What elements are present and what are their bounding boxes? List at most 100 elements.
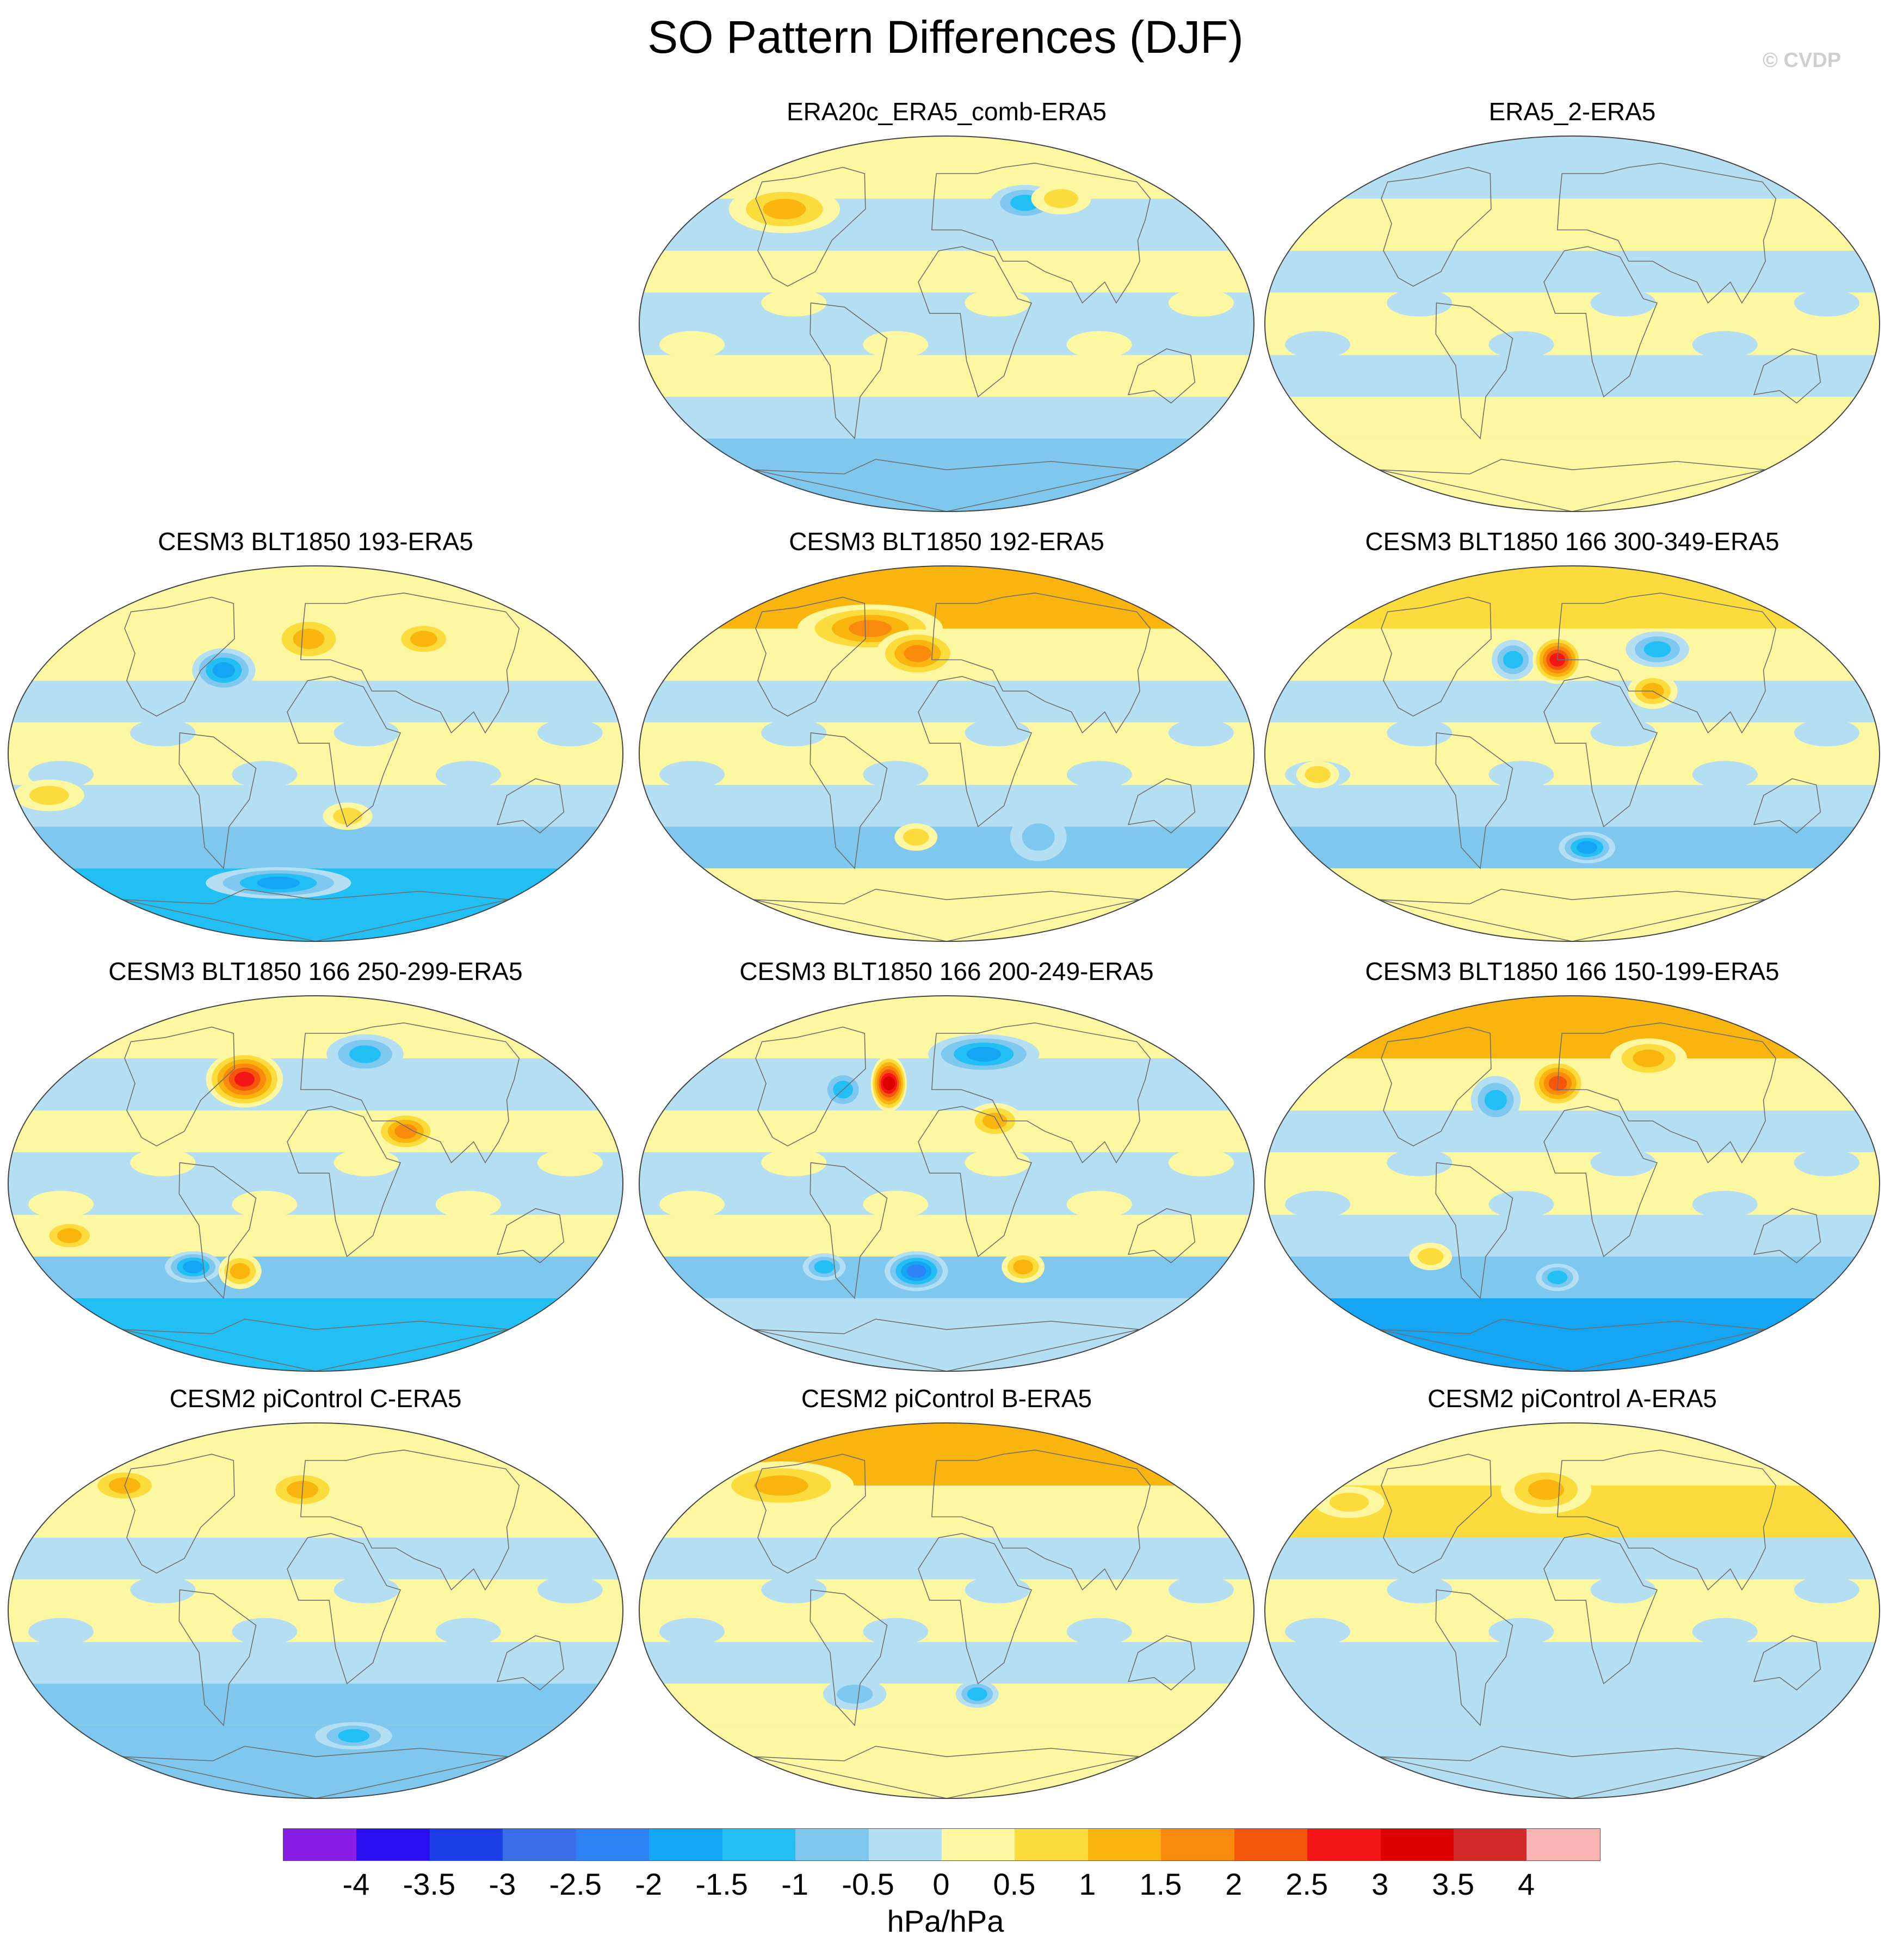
latitude-band [1265, 1684, 1880, 1725]
anomaly-lobe [1387, 1576, 1453, 1604]
latitude-band [1265, 1537, 1880, 1580]
anomaly-lobe [965, 1576, 1030, 1604]
anomaly-lobe [1488, 331, 1554, 359]
panel-blt166-300: CESM3 BLT1850 166 300-349-ERA5 [1262, 525, 1882, 955]
coastline [809, 732, 888, 870]
colorbar-units: hPa/hPa [887, 1904, 1004, 1938]
map-field [1265, 1423, 1880, 1798]
colorbar [283, 1828, 1600, 1861]
latitude-band [639, 1579, 1254, 1642]
coastline [918, 1533, 1033, 1685]
map-outline [8, 995, 623, 1372]
latitude-band [639, 868, 1254, 941]
latitude-band [8, 1110, 623, 1152]
latitude-band [639, 566, 1254, 628]
anomaly-lobe [761, 289, 827, 317]
anomaly-lobe [659, 1618, 725, 1645]
anomaly-lobe [1488, 1618, 1554, 1645]
latitude-band [639, 1684, 1254, 1725]
panel-blt166-200: CESM3 BLT1850 166 200-249-ERA5 [636, 955, 1257, 1385]
coastline [178, 732, 257, 870]
coastline [122, 1318, 509, 1371]
colorbar-box [1015, 1829, 1088, 1860]
coastline [918, 676, 1033, 828]
anomaly-lobe [1590, 1149, 1656, 1176]
coastline [124, 596, 235, 717]
latitude-band [1265, 566, 1880, 628]
coastline [287, 676, 401, 828]
colorbar-tick-label: -1.5 [695, 1867, 748, 1901]
anomaly-lobe [537, 1576, 603, 1604]
coastline [1556, 162, 1777, 304]
coastline [497, 1635, 565, 1691]
anomaly-contour [1329, 1493, 1369, 1512]
colorbar-box [868, 1829, 942, 1860]
anomaly-lobe [1168, 289, 1234, 317]
anomaly-lobe [1692, 761, 1758, 788]
anomaly-lobe [28, 1618, 94, 1645]
anomaly-lobe [333, 1149, 399, 1176]
coastline [1435, 732, 1513, 870]
coastline [1753, 778, 1821, 834]
anomaly-lobe [965, 719, 1030, 747]
anomaly-lobe [232, 761, 298, 788]
anomaly-contour [966, 1046, 1001, 1062]
colorbar-tick-label: -4 [342, 1867, 370, 1901]
anomaly-lobe [130, 719, 196, 747]
anomaly-lobe [863, 1191, 929, 1218]
latitude-band [1265, 1579, 1880, 1642]
map-outline [8, 1422, 623, 1799]
coastline [1543, 246, 1658, 398]
anomaly-contour [1547, 1271, 1568, 1284]
latitude-band [8, 1256, 623, 1298]
coastline [755, 596, 866, 717]
latitude-band [639, 397, 1254, 439]
coastline [1543, 1106, 1658, 1258]
latitude-band [1265, 1215, 1880, 1257]
latitude-band [8, 722, 623, 785]
figure-title: SO Pattern Differences (DJF) [647, 11, 1244, 63]
colorbar-tick-label: 1.5 [1139, 1867, 1182, 1901]
latitude-band [1265, 199, 1880, 251]
anomaly-contour [1305, 766, 1331, 783]
latitude-band [639, 827, 1254, 868]
latitude-band [1265, 680, 1880, 723]
latitude-band [639, 1110, 1254, 1152]
map-outline [1264, 135, 1880, 512]
anomaly-lobe [1168, 719, 1234, 747]
anomaly-lobe [435, 1618, 501, 1645]
anomaly-lobe [1066, 761, 1132, 788]
anomaly-lobe [659, 1191, 725, 1218]
coastline [1543, 676, 1658, 828]
anomaly-contour [338, 1729, 370, 1743]
latitude-band [1265, 996, 1880, 1058]
coastline [178, 1162, 257, 1299]
map-outline [1264, 1422, 1880, 1799]
coastline [753, 1746, 1140, 1798]
coastline [300, 1449, 520, 1591]
coastline [1379, 1318, 1766, 1371]
map-blt166-250 [8, 995, 623, 1372]
coastline [1128, 348, 1196, 404]
panel-blt192: CESM3 BLT1850 192-ERA5 [636, 525, 1257, 955]
colorbar-box [1527, 1829, 1600, 1860]
anomaly-lobe [1488, 1191, 1554, 1218]
anomaly-contour [1633, 1049, 1665, 1068]
coastline [287, 1533, 401, 1685]
coastline [1435, 1162, 1513, 1299]
panel-era5-2: ERA5_2-ERA5 [1262, 95, 1882, 525]
anomaly-contour [1022, 823, 1055, 851]
coastline [1381, 1453, 1492, 1574]
colorbar-tick-label: 2.5 [1286, 1867, 1328, 1901]
anomaly-lobe [659, 761, 725, 788]
anomaly-contour [837, 1684, 873, 1704]
latitude-band [8, 1058, 623, 1111]
panel-blt166-250: CESM3 BLT1850 166 250-299-ERA5 [5, 955, 626, 1385]
coastline [1381, 596, 1492, 717]
coastline [1128, 1635, 1196, 1691]
latitude-band [1265, 1152, 1880, 1215]
panel-title: CESM3 BLT1850 166 300-349-ERA5 [1365, 527, 1779, 556]
latitude-band [639, 1256, 1254, 1298]
latitude-band [1265, 136, 1880, 199]
latitude-band [639, 1215, 1254, 1257]
